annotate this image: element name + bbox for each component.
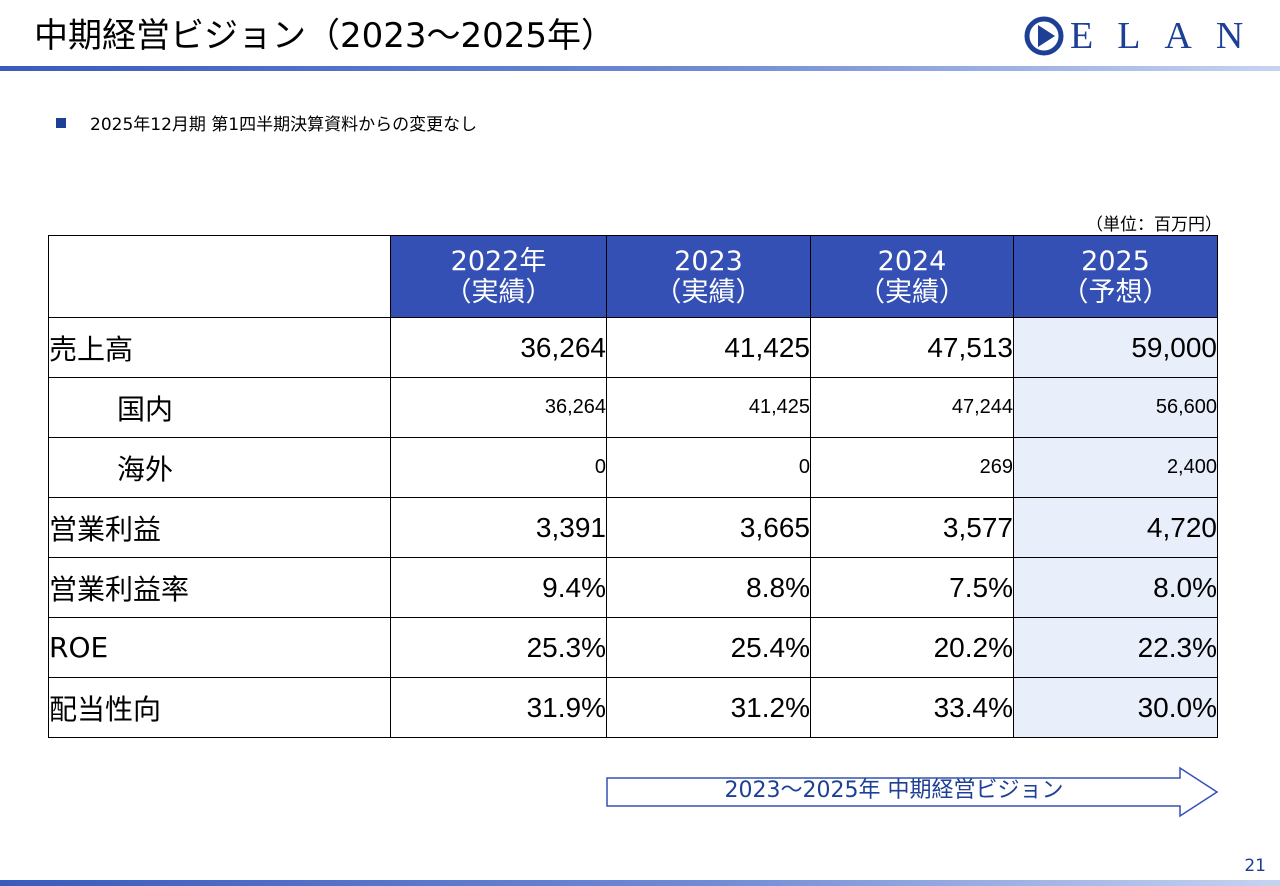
header-2023: 2023 （実績） [606,235,811,318]
table-header-row: 2022年 （実績） 2023 （実績） 2024 （実績） 2025 （予想） [48,235,1218,318]
header-2024: 2024 （実績） [810,235,1014,318]
table-row: 国内 36,264 41,425 47,244 56,600 [48,377,1218,438]
header-2022: 2022年 （実績） [390,235,607,318]
right-arrow-icon [606,766,1219,818]
table-cell: 41,425 [606,317,811,378]
header-kind: （予想） [1061,276,1170,308]
table-row: 営業利益率 9.4% 8.8% 7.5% 8.0% [48,557,1218,618]
table-cell: 25.3% [390,617,607,678]
table-cell-forecast: 56,600 [1013,377,1218,438]
unit-label: （単位：百万円） [1086,215,1222,235]
vision-arrow: 2023～2025年 中期経営ビジョン [606,766,1220,822]
table-cell-forecast: 59,000 [1013,317,1218,378]
table-cell: 0 [390,437,607,498]
table-cell: 33.4% [810,677,1014,738]
page-number: 21 [1244,856,1266,876]
table-cell-forecast: 30.0% [1013,677,1218,738]
note-text: 2025年12月期 第1四半期決算資料からの変更なし [90,115,478,135]
row-label-sales: 売上高 [48,317,391,378]
logo-circle-icon [1024,16,1064,56]
row-label-payout-ratio: 配当性向 [48,677,391,738]
header-blank-cell [48,235,391,318]
table-cell: 36,264 [390,377,607,438]
financial-table: 2022年 （実績） 2023 （実績） 2024 （実績） 2025 （予想）… [48,235,1218,738]
header-kind: （実績） [444,276,553,308]
header-year: 2025 [1081,245,1150,277]
table-row: 海外 0 0 269 2,400 [48,437,1218,498]
table-cell: 7.5% [810,557,1014,618]
bullet-square-icon [56,117,66,128]
elan-logo: ELAN [1024,16,1267,56]
footer-divider [0,880,1280,886]
table-cell-forecast: 2,400 [1013,437,1218,498]
header-year: 2023 [674,245,743,277]
table-row: 配当性向 31.9% 31.2% 33.4% 30.0% [48,677,1218,738]
table-cell: 47,244 [810,377,1014,438]
table-cell: 3,391 [390,497,607,558]
table-cell: 41,425 [606,377,811,438]
note-bullet: 2025年12月期 第1四半期決算資料からの変更なし [56,110,477,135]
header-kind: （実績） [654,276,763,308]
row-label-roe: ROE [48,617,391,678]
table-row: 売上高 36,264 41,425 47,513 59,000 [48,317,1218,378]
table-row: ROE 25.3% 25.4% 20.2% 22.3% [48,617,1218,678]
row-label-overseas: 海外 [48,437,391,498]
header-kind: （実績） [858,276,966,308]
page-title: 中期経営ビジョン（2023～2025年） [34,16,616,56]
row-label-operating-margin: 営業利益率 [48,557,391,618]
table-cell: 3,665 [606,497,811,558]
table-cell: 9.4% [390,557,607,618]
table-cell-forecast: 22.3% [1013,617,1218,678]
table-row: 営業利益 3,391 3,665 3,577 4,720 [48,497,1218,558]
arrow-label: 2023～2025年 中期経営ビジョン [724,778,1064,803]
table-cell-forecast: 4,720 [1013,497,1218,558]
row-label-domestic: 国内 [48,377,391,438]
table-cell: 25.4% [606,617,811,678]
table-cell: 31.9% [390,677,607,738]
table-cell: 47,513 [810,317,1014,378]
table-cell-forecast: 8.0% [1013,557,1218,618]
table-cell: 31.2% [606,677,811,738]
table-cell: 36,264 [390,317,607,378]
header-2025: 2025 （予想） [1013,235,1218,318]
table-cell: 0 [606,437,811,498]
header-year: 2024 [877,245,947,277]
table-cell: 269 [810,437,1014,498]
title-divider [0,66,1280,71]
row-label-operating-profit: 営業利益 [48,497,391,558]
table-cell: 3,577 [810,497,1014,558]
table-cell: 20.2% [810,617,1014,678]
table-cell: 8.8% [606,557,811,618]
header-year: 2022年 [450,245,547,277]
logo-text: ELAN [1070,15,1268,57]
